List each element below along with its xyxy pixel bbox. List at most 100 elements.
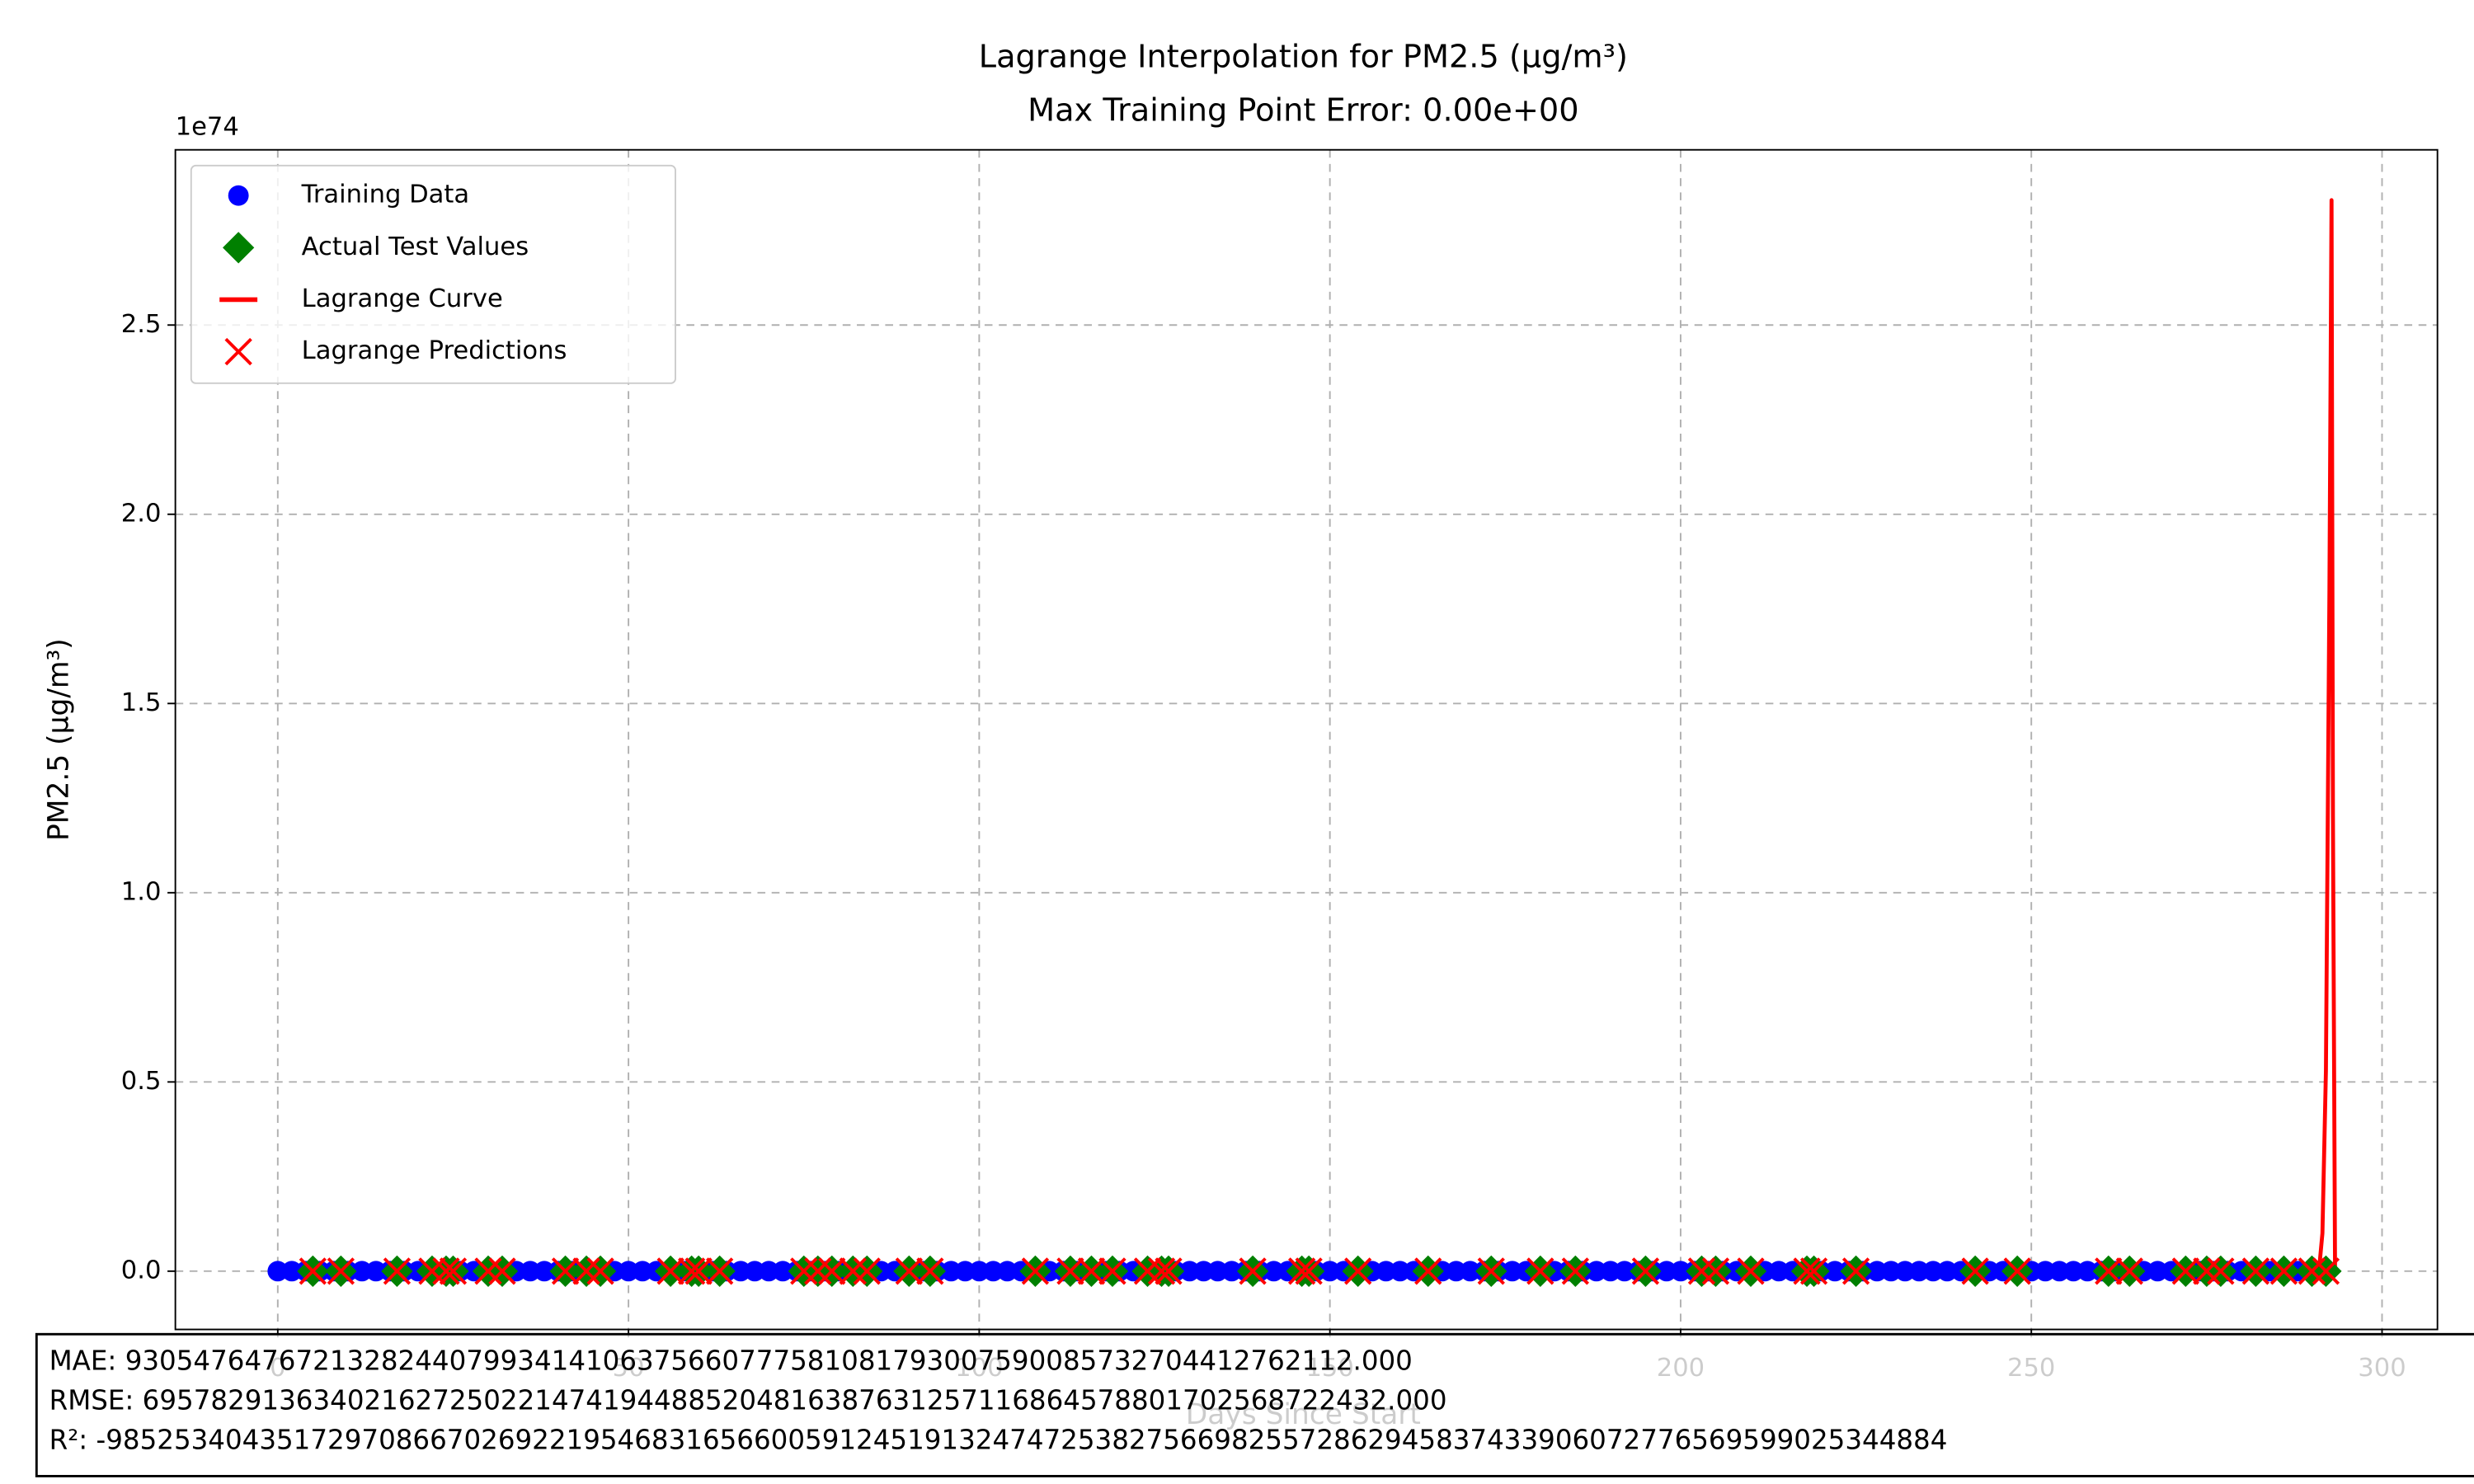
y-tick-label: 2.5 bbox=[121, 310, 162, 339]
point-x bbox=[1098, 1257, 1126, 1285]
point-x bbox=[1526, 1257, 1554, 1285]
point-x bbox=[2241, 1257, 2270, 1285]
point-circle bbox=[365, 1261, 387, 1282]
point-x bbox=[804, 1257, 832, 1285]
point-circle bbox=[1768, 1261, 1790, 1282]
y-axis-label: PM2.5 (µg/m³) bbox=[43, 638, 76, 841]
point-circle bbox=[940, 1261, 962, 1282]
y-offset-label: 1e74 bbox=[176, 112, 239, 141]
point-circle bbox=[2077, 1261, 2098, 1282]
point-circle bbox=[1880, 1261, 1902, 1282]
point-x bbox=[2003, 1257, 2031, 1285]
point-circle bbox=[1207, 1261, 1229, 1282]
point-circle bbox=[954, 1261, 976, 1282]
point-x bbox=[2269, 1257, 2298, 1285]
point-circle bbox=[1586, 1261, 1607, 1282]
metrics-line: R²: -98525340435172970866702692219546831… bbox=[49, 1424, 1948, 1455]
metrics-line: MAE: 93054764767213282440799341410637566… bbox=[49, 1345, 1413, 1377]
point-x bbox=[1287, 1257, 1316, 1285]
point-x bbox=[1841, 1257, 1870, 1285]
point-circle bbox=[744, 1261, 765, 1282]
point-x bbox=[1295, 1257, 1323, 1285]
point-x bbox=[2298, 1257, 2326, 1285]
chart-title: Lagrange Interpolation for PM2.5 (µg/m³) bbox=[979, 38, 1628, 75]
point-circle bbox=[267, 1261, 289, 1282]
point-x bbox=[1477, 1257, 1505, 1285]
point-x bbox=[2312, 1257, 2340, 1285]
y-tick-label: 1.5 bbox=[121, 688, 162, 717]
legend-marker bbox=[223, 232, 255, 264]
point-circle bbox=[1390, 1261, 1411, 1282]
point-x bbox=[839, 1257, 867, 1285]
point-x bbox=[1793, 1257, 1821, 1285]
point-x bbox=[1147, 1257, 1176, 1285]
point-circle bbox=[1656, 1261, 1677, 1282]
point-x bbox=[1133, 1257, 1162, 1285]
point-circle bbox=[281, 1261, 303, 1282]
legend-label: Lagrange Predictions bbox=[302, 336, 567, 365]
legend-label: Lagrange Curve bbox=[302, 284, 503, 313]
point-x bbox=[677, 1257, 706, 1285]
point-circle bbox=[968, 1261, 990, 1282]
point-x bbox=[572, 1257, 600, 1285]
point-x bbox=[895, 1257, 923, 1285]
point-circle bbox=[1614, 1261, 1635, 1282]
point-circle bbox=[351, 1261, 373, 1282]
point-circle bbox=[1502, 1261, 1523, 1282]
point-x bbox=[1155, 1257, 1183, 1285]
metrics-line: RMSE: 6957829136340216272502214741944885… bbox=[49, 1385, 1447, 1416]
point-x bbox=[299, 1257, 327, 1285]
point-circle bbox=[1376, 1261, 1397, 1282]
y-tick-label: 0.5 bbox=[121, 1067, 162, 1096]
y-tick-label: 1.0 bbox=[121, 877, 162, 906]
point-circle bbox=[2034, 1261, 2056, 1282]
point-x bbox=[1414, 1257, 1442, 1285]
point-circle bbox=[982, 1261, 1004, 1282]
point-circle bbox=[618, 1261, 639, 1282]
point-circle bbox=[1319, 1261, 1341, 1282]
y-tick-label: 2.0 bbox=[121, 499, 162, 528]
point-circle bbox=[2048, 1261, 2070, 1282]
point-circle bbox=[1193, 1261, 1214, 1282]
point-x bbox=[1631, 1257, 1660, 1285]
point-circle bbox=[2147, 1261, 2168, 1282]
point-x bbox=[327, 1257, 355, 1285]
point-circle bbox=[2062, 1261, 2084, 1282]
point-x bbox=[684, 1257, 713, 1285]
point-x bbox=[916, 1257, 944, 1285]
point-x bbox=[1687, 1257, 1716, 1285]
point-x bbox=[551, 1257, 580, 1285]
point-circle bbox=[1460, 1261, 1481, 1282]
point-circle bbox=[1179, 1261, 1200, 1282]
point-x bbox=[818, 1257, 846, 1285]
point-x bbox=[1239, 1257, 1267, 1285]
point-circle bbox=[1908, 1261, 1930, 1282]
point-circle bbox=[1936, 1261, 1958, 1282]
point-circle bbox=[772, 1261, 793, 1282]
point-x bbox=[2095, 1257, 2123, 1285]
point-circle bbox=[1866, 1261, 1888, 1282]
point-x bbox=[2207, 1257, 2235, 1285]
point-circle bbox=[632, 1261, 653, 1282]
point-circle bbox=[1446, 1261, 1467, 1282]
point-x bbox=[2193, 1257, 2221, 1285]
point-circle bbox=[1894, 1261, 1916, 1282]
metrics-box bbox=[35, 1332, 2474, 1477]
point-x bbox=[790, 1257, 818, 1285]
chart-subtitle: Max Training Point Error: 0.00e+00 bbox=[1028, 92, 1578, 129]
legend-marker bbox=[228, 185, 249, 206]
point-circle bbox=[534, 1261, 555, 1282]
point-circle bbox=[996, 1261, 1018, 1282]
plot-frame bbox=[174, 148, 2439, 1331]
point-circle bbox=[1670, 1261, 1691, 1282]
point-x bbox=[2115, 1257, 2143, 1285]
point-x bbox=[488, 1257, 516, 1285]
point-x bbox=[1737, 1257, 1765, 1285]
point-x bbox=[1799, 1257, 1828, 1285]
legend-marker bbox=[224, 337, 252, 366]
point-x bbox=[1344, 1257, 1372, 1285]
legend-box bbox=[190, 164, 676, 384]
point-x bbox=[432, 1257, 460, 1285]
